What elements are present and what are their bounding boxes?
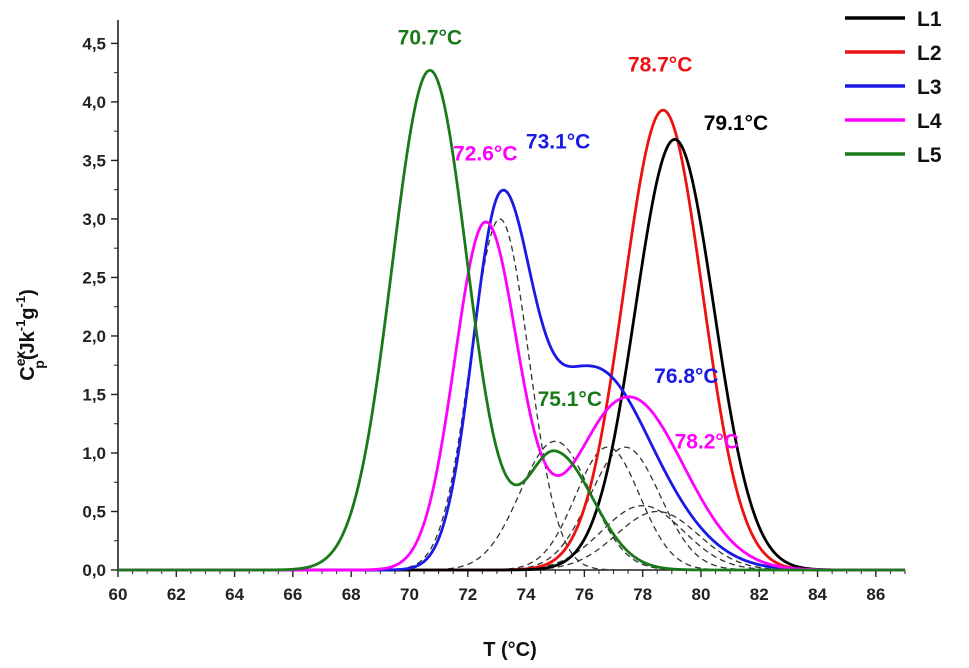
x-tick-label: 72: [458, 585, 477, 604]
deconvolution-curve-2: [118, 440, 905, 571]
x-tick-label: 68: [342, 585, 361, 604]
x-tick-label: 64: [225, 585, 244, 604]
legend-label-l2: L2: [917, 42, 942, 65]
x-tick-label: 84: [808, 585, 827, 604]
y-axis-title: Cex p(Jk-1g-1): [12, 289, 47, 381]
x-tick-label: 82: [750, 585, 769, 604]
peak-label: 73.1°C: [526, 131, 590, 154]
x-tick-label: 78: [633, 585, 652, 604]
x-tick-label: 62: [167, 585, 186, 604]
y-tick-label: 4,0: [82, 93, 106, 112]
legend-label-l5: L5: [917, 144, 942, 167]
legend: L1 L2 L3 L4 L5: [845, 8, 942, 167]
x-tick-label: 70: [400, 585, 419, 604]
x-tick-label: 80: [692, 585, 711, 604]
series-line-l2: [118, 108, 905, 572]
deconvolution-curve-1: [118, 218, 905, 571]
series-line-l1: [118, 137, 905, 572]
peak-label: 70.7°C: [398, 27, 462, 50]
legend-label-l3: L3: [917, 76, 942, 99]
deconvolution-curve-4: [118, 446, 905, 571]
peak-label: 78.2°C: [675, 430, 739, 453]
peak-annotations: 70.7°C 72.6°C 73.1°C 78.7°C 79.1°C 76.8°C 75.1…: [398, 27, 768, 454]
series-line-l4: [118, 220, 905, 572]
legend-label-l4: L4: [917, 110, 942, 133]
y-tick-label: 2,5: [82, 268, 106, 287]
series-line-l5: [118, 68, 905, 572]
deconvolution-curve-3: [118, 446, 905, 571]
y-tick-label: 3,0: [82, 210, 106, 229]
x-axis-title: T (°C): [483, 639, 537, 661]
y-tick-label: 2,0: [82, 327, 106, 346]
peak-label: 76.8°C: [654, 365, 718, 388]
x-tick-label: 74: [517, 585, 536, 604]
peak-label: 79.1°C: [704, 112, 768, 135]
y-tick-label: 0,5: [82, 502, 106, 521]
series-curves: [118, 68, 905, 572]
x-tick-label: 66: [283, 585, 302, 604]
y-tick-label: 3,5: [82, 151, 106, 170]
y-tick-label: 4,5: [82, 34, 106, 53]
peak-label: 75.1°C: [538, 388, 602, 411]
y-tick-label: 1,5: [82, 385, 106, 404]
y-tick-label: 1,0: [82, 444, 106, 463]
x-tick-label: 60: [109, 585, 128, 604]
x-tick-label: 76: [575, 585, 594, 604]
axes: 60 62 64 66 68 70 72 74 76 78 80 82 84 86 0,0 0,5 1,0 1,5…: [82, 20, 906, 604]
peak-label: 72.6°C: [453, 142, 517, 165]
x-tick-label: 86: [866, 585, 885, 604]
y-tick-label: 0,0: [82, 561, 106, 580]
peak-label: 78.7°C: [628, 53, 692, 76]
legend-label-l1: L1: [917, 8, 942, 31]
deconvolution-curves: [118, 218, 905, 571]
deconvolution-curve-5: [118, 504, 905, 571]
